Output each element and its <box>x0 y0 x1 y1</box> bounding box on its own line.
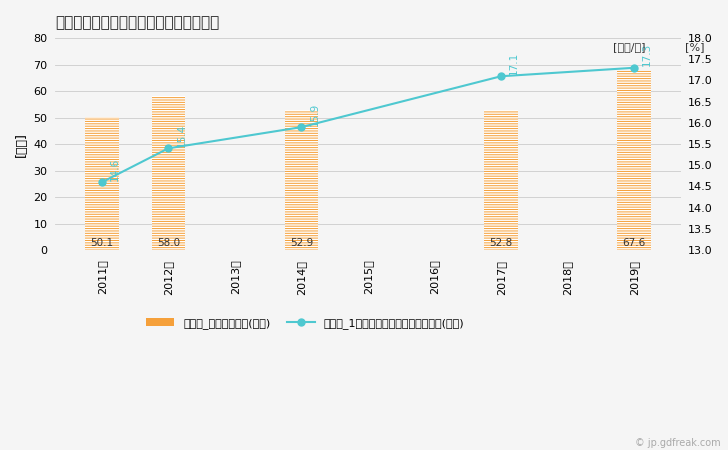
Bar <box>285 110 318 250</box>
Text: 17.1: 17.1 <box>509 52 519 75</box>
Bar <box>484 110 518 250</box>
Text: 50.1: 50.1 <box>90 238 114 248</box>
Bar <box>285 110 318 250</box>
Text: 14.6: 14.6 <box>110 158 120 181</box>
Bar <box>85 117 119 250</box>
Text: © jp.gdfreak.com: © jp.gdfreak.com <box>635 438 721 448</box>
Text: 17.3: 17.3 <box>642 43 652 67</box>
Text: 67.6: 67.6 <box>622 238 646 248</box>
Bar <box>617 71 651 250</box>
Y-axis label: [億円]: [億円] <box>15 132 28 157</box>
Text: [%]: [%] <box>686 42 705 52</box>
Text: [万円/㎡]: [万円/㎡] <box>614 42 646 52</box>
Text: 住宅用建築物の工事費予定額合計の推移: 住宅用建築物の工事費予定額合計の推移 <box>55 15 220 30</box>
Text: 58.0: 58.0 <box>157 238 180 248</box>
Bar <box>151 96 185 250</box>
Text: 15.9: 15.9 <box>309 103 320 126</box>
Text: 52.9: 52.9 <box>290 238 313 248</box>
Bar <box>484 110 518 250</box>
Bar <box>617 71 651 250</box>
Text: 15.4: 15.4 <box>176 124 186 147</box>
Bar <box>85 117 119 250</box>
Text: 52.8: 52.8 <box>489 238 513 248</box>
Legend: 住宅用_工事費予定額(左軸), 住宅用_1平米当たり平均工事費予定額(右軸): 住宅用_工事費予定額(左軸), 住宅用_1平米当たり平均工事費予定額(右軸) <box>142 314 469 333</box>
Bar <box>151 96 185 250</box>
